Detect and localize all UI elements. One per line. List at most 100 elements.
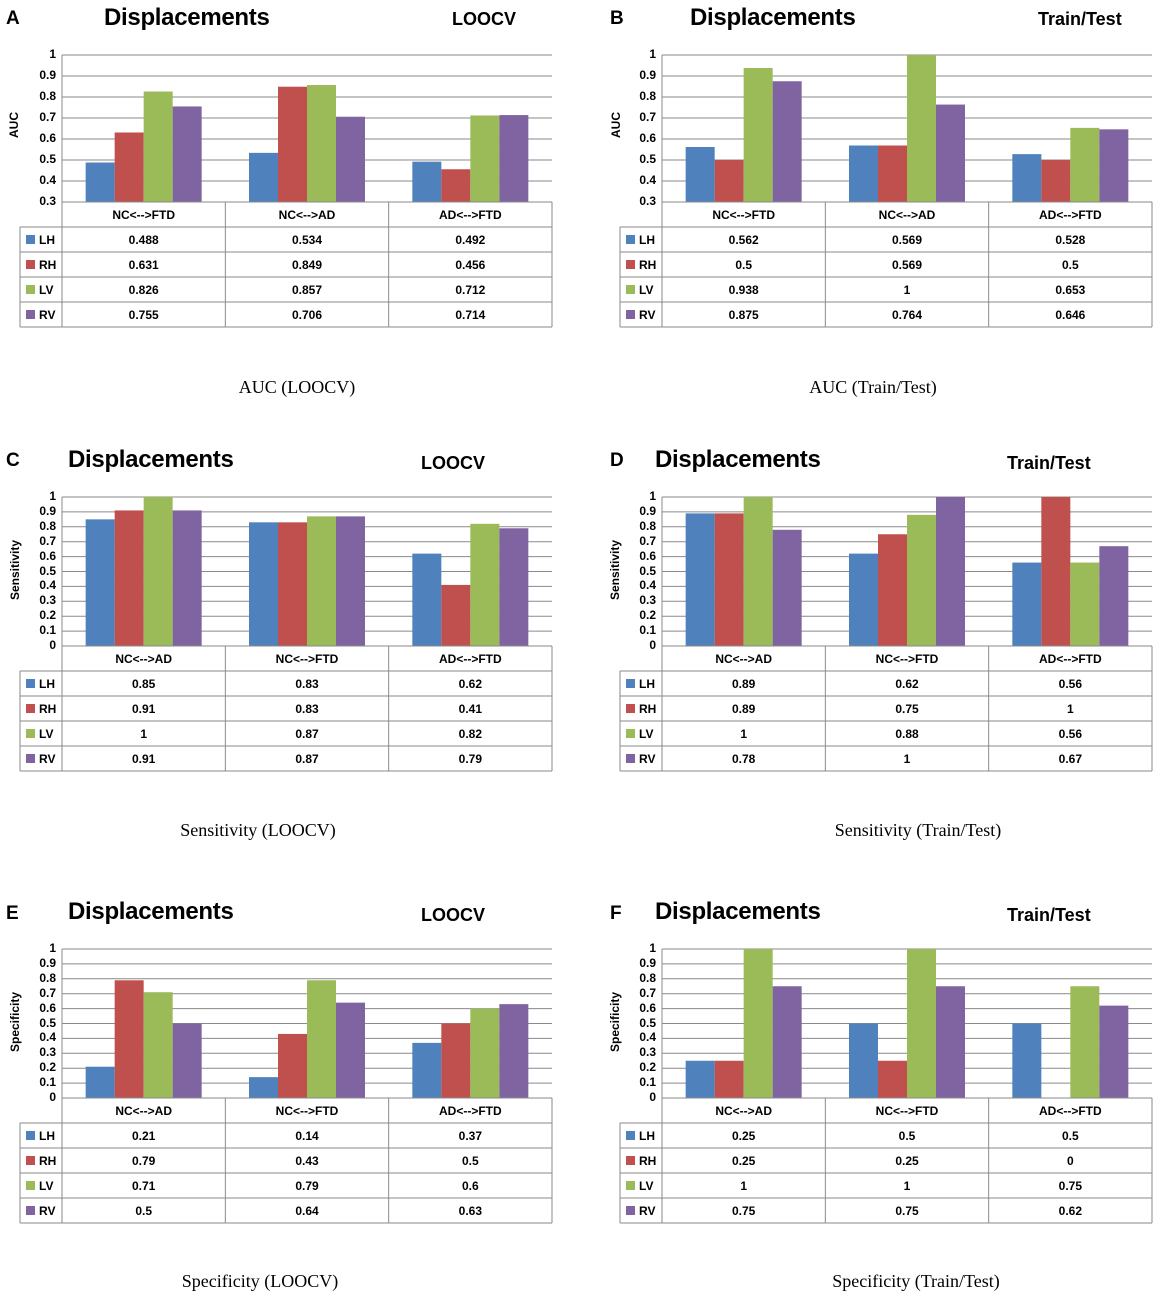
bar-rh	[714, 1060, 744, 1098]
legend-swatch-lh	[626, 235, 635, 244]
bar-rv	[499, 528, 529, 646]
series-label: LH	[39, 233, 55, 247]
data-label: 0.83	[295, 677, 319, 691]
data-label: 0.764	[892, 308, 922, 322]
y-tick-label: 0.9	[639, 503, 656, 518]
panel-f: F Displacements Train/Test Specificity 0…	[600, 895, 1158, 1315]
y-tick-label: 0.4	[39, 578, 56, 593]
category-label: NC<-->AD	[715, 652, 772, 666]
series-label: RH	[39, 258, 56, 272]
series-label: LH	[639, 233, 655, 247]
legend-swatch-rv	[26, 310, 35, 319]
bar-rv	[499, 115, 529, 202]
bar-lv	[907, 949, 936, 1098]
y-tick-label: 0.8	[39, 89, 56, 103]
series-label: RH	[39, 702, 56, 716]
bar-lh	[1012, 154, 1042, 202]
legend-swatch-rh	[26, 1156, 35, 1165]
y-tick-label: 0.1	[39, 1075, 56, 1090]
y-tick-label: 0.3	[39, 194, 56, 208]
legend-swatch-rv	[626, 310, 635, 319]
bar-rh	[278, 522, 307, 646]
data-label: 0.528	[1055, 233, 1085, 247]
y-tick-label: 0.8	[39, 970, 56, 985]
data-label: 0.5	[899, 1129, 916, 1143]
bar-rh	[714, 513, 744, 646]
bar-lv	[307, 980, 336, 1098]
data-label: 0.75	[732, 1204, 756, 1218]
category-label: NC<-->AD	[879, 208, 936, 222]
bar-rv	[772, 81, 802, 202]
bar-lv	[143, 91, 173, 202]
legend-swatch-lh	[26, 679, 35, 688]
bar-lv	[470, 1008, 500, 1098]
category-label: NC<-->FTD	[276, 652, 339, 666]
series-label: LH	[39, 677, 55, 691]
panel-letter: F	[610, 903, 622, 924]
y-tick-label: 0	[649, 1090, 656, 1104]
bar-lv	[1070, 127, 1100, 202]
panel-e: E Displacements LOOCV Specificity 0 0.1 0.…	[0, 895, 560, 1315]
series-label: RH	[39, 1154, 56, 1168]
y-tick-label: 0.2	[39, 608, 56, 623]
y-tick-label: 0.9	[639, 955, 656, 970]
bar-lh	[85, 162, 115, 202]
legend-swatch-lh	[26, 1131, 35, 1140]
data-label: 0.83	[295, 702, 319, 716]
bar-rv	[936, 986, 965, 1098]
legend-swatch-rh	[626, 260, 635, 269]
y-tick-label: 0.4	[639, 578, 656, 593]
y-tick-label: 0.5	[639, 1015, 656, 1030]
data-label: 0.562	[729, 233, 759, 247]
bar-rv	[499, 1004, 529, 1098]
chart-method: Train/Test	[1007, 905, 1091, 925]
data-label: 0.43	[295, 1154, 319, 1168]
y-tick-label: 0.4	[39, 1030, 56, 1045]
y-tick-label: 0.4	[39, 173, 56, 187]
category-label: NC<-->FTD	[876, 652, 939, 666]
bar-lv	[1070, 562, 1100, 646]
data-label: 0.755	[129, 308, 159, 322]
y-tick-label: 0.7	[39, 985, 56, 1000]
bar-lh	[849, 553, 878, 646]
bar-lh	[412, 161, 442, 202]
legend-swatch-lv	[626, 1181, 635, 1190]
bar-lv	[143, 992, 173, 1098]
panel-a: A Displacements LOOCV AUC 0.3 0.4 0.5 0.6 0.…	[0, 0, 560, 420]
bar-rh	[1041, 497, 1071, 646]
data-label: 0.653	[1055, 283, 1085, 297]
y-tick-label: 0.6	[639, 1000, 656, 1015]
y-tick-label: 0.3	[639, 194, 656, 208]
data-label: 0.62	[459, 677, 483, 691]
bar-lh	[412, 553, 442, 646]
data-label: 0.534	[292, 233, 322, 247]
data-label: 0.714	[455, 308, 485, 322]
bar-lh	[249, 522, 278, 646]
bar-chart: NC<-->FTD NC<-->AD AD<-->FTD LH 0.488 0.534 0.…	[19, 54, 553, 328]
data-label: 0	[1067, 1154, 1074, 1168]
bar-chart: NC<-->AD NC<-->FTD AD<-->FTD LH 0.25 0.5 0.5 RH…	[619, 948, 1153, 1224]
data-label: 0.6	[462, 1179, 479, 1193]
bar-rv	[172, 106, 202, 202]
bar-chart: NC<-->FTD NC<-->AD AD<-->FTD LH 0.562 0.569 0.…	[619, 54, 1153, 328]
data-label: 0.456	[455, 258, 485, 272]
chart-method: Train/Test	[1007, 453, 1091, 473]
series-label: LV	[639, 727, 653, 741]
y-tick-label: 0.9	[39, 955, 56, 970]
y-tick-label: 0.3	[639, 593, 656, 608]
data-label: 0.25	[895, 1154, 919, 1168]
y-tick-label: 1	[649, 941, 656, 955]
data-label: 0.87	[295, 752, 319, 766]
data-label: 0.492	[455, 233, 485, 247]
bar-lh	[849, 1023, 878, 1098]
series-label: LV	[639, 1179, 653, 1193]
data-label: 0.14	[295, 1129, 319, 1143]
bar-rv	[936, 104, 965, 202]
bar-rh	[878, 534, 907, 646]
y-tick-label: 0.4	[639, 1030, 656, 1045]
bar-rv	[336, 116, 365, 202]
bar-lv	[907, 55, 936, 202]
y-tick-label: 0.7	[39, 110, 56, 124]
series-label: LH	[639, 1129, 655, 1143]
series-label: LV	[39, 1179, 53, 1193]
